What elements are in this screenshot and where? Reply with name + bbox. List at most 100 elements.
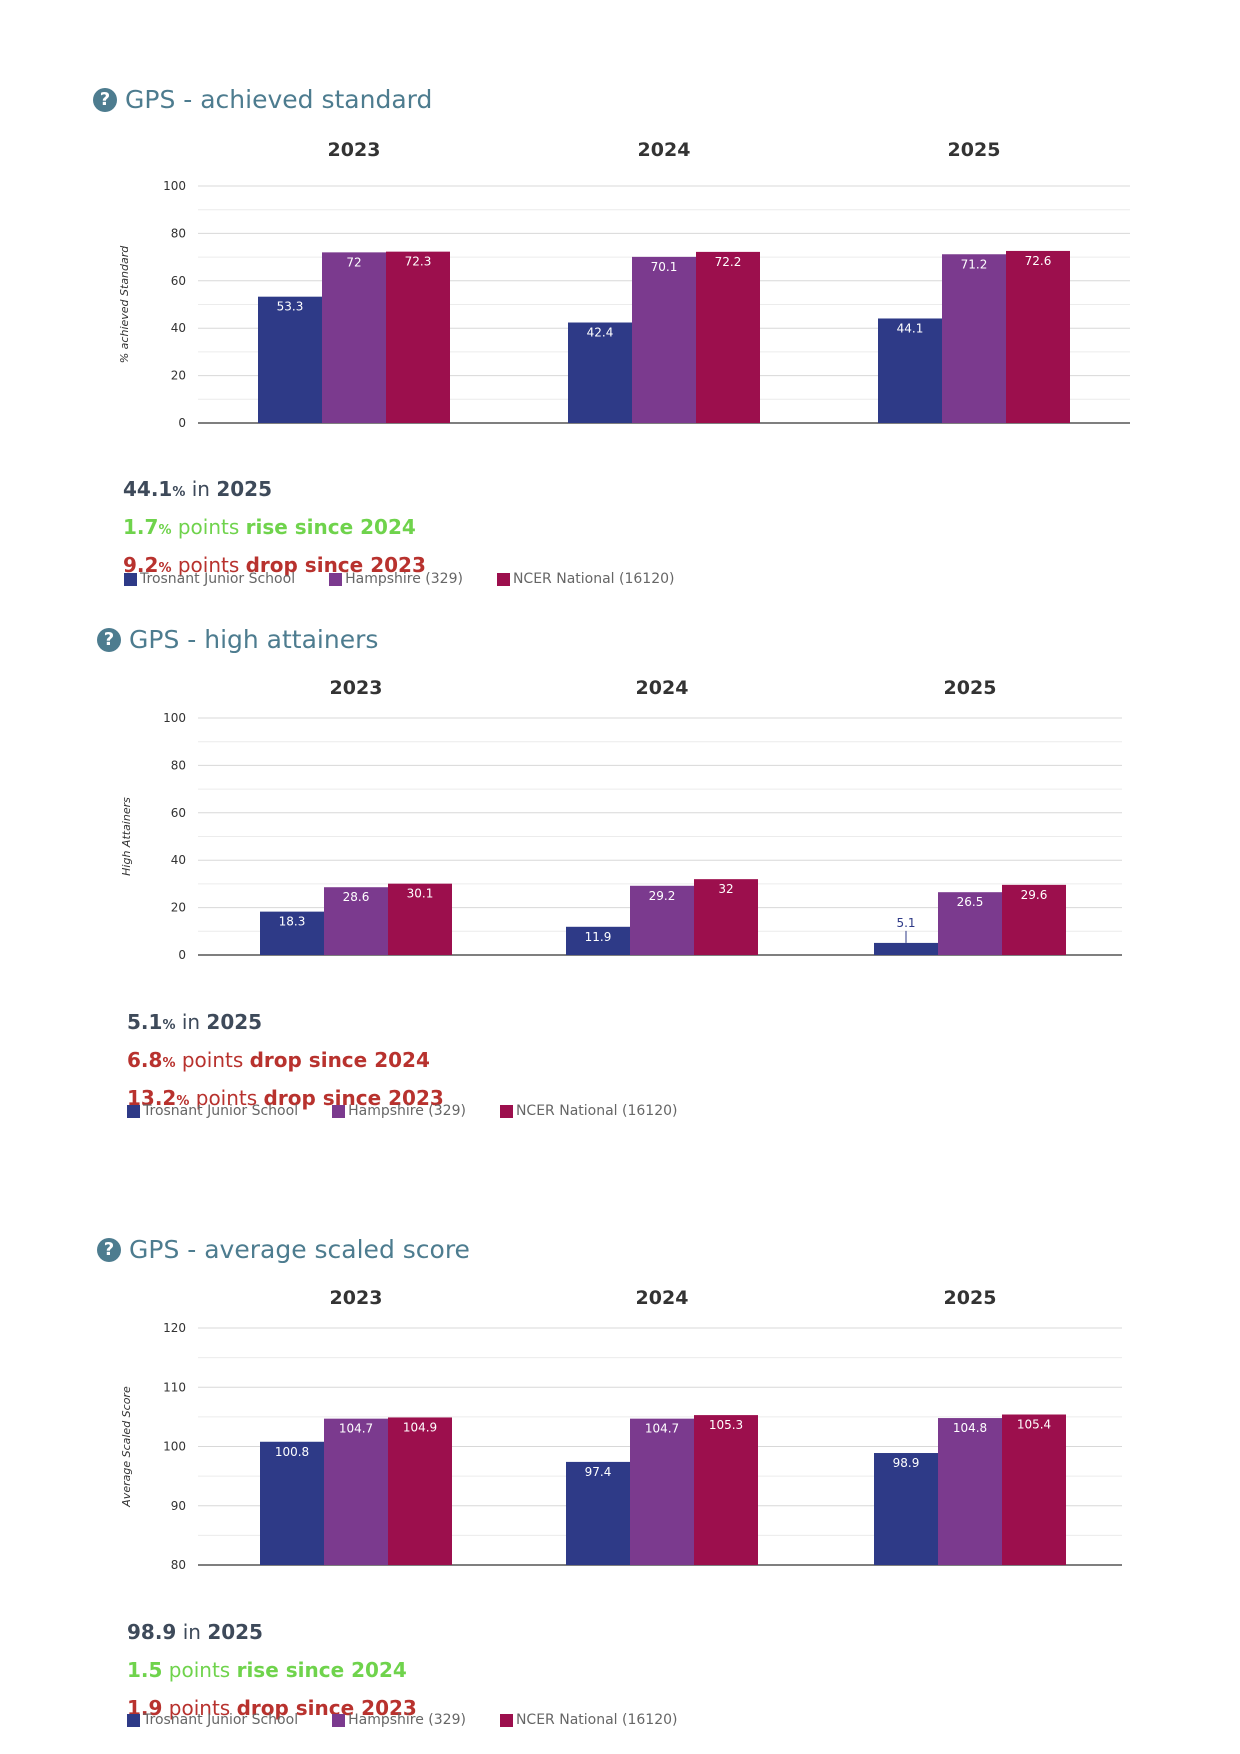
- legend-swatch: [127, 1713, 140, 1727]
- bar: [566, 1461, 630, 1565]
- bar: [258, 296, 322, 423]
- section-achieved-standard: ? GPS - achieved standard 0 20 40 60 80 100 % …: [0, 0, 1240, 600]
- legend-swatch: [496, 572, 510, 586]
- summary-main: 5.1% in 2025: [127, 1005, 444, 1043]
- change-value: 6.8: [127, 1048, 163, 1072]
- legend-label: Hampshire (329): [345, 571, 463, 587]
- summary-main: 44.1% in 2025: [123, 472, 426, 510]
- bar: [874, 942, 938, 955]
- data-label: 105.4: [1017, 1418, 1051, 1432]
- legend-label: Trosnant Junior School: [140, 571, 296, 587]
- change-unit: %: [158, 561, 172, 576]
- change-word: rise since 2024: [245, 515, 416, 539]
- y-tick-label: 0: [178, 948, 186, 962]
- bar-chart-high-attainers: 0 20 40 60 80 100 High Attainers 2023 18.3 28.6 30…: [120, 677, 1122, 962]
- legend-item-hampshire: Hampshire (329): [332, 1712, 466, 1728]
- bar: [696, 251, 760, 423]
- bar: [260, 1441, 324, 1565]
- summary: 5.1% in 2025 6.8% points drop since 2024…: [127, 1005, 444, 1119]
- category-label: 2025: [948, 139, 1001, 161]
- summary-value: 44.1: [123, 477, 173, 501]
- change-value: 1.5: [127, 1658, 163, 1682]
- y-tick-label: 80: [171, 226, 186, 240]
- change-text: points: [162, 1696, 237, 1720]
- bar: [938, 892, 1002, 955]
- section-title-text: GPS - high attainers: [129, 625, 379, 654]
- y-axis-label: % achieved Standard: [118, 245, 131, 364]
- change-word: drop since 2023: [236, 1696, 417, 1720]
- category-label: 2024: [636, 1287, 689, 1309]
- summary-change-2024: 6.8% points drop since 2024: [127, 1043, 444, 1081]
- data-label: 72.6: [1025, 254, 1052, 268]
- help-icon[interactable]: ?: [93, 87, 117, 112]
- change-word: rise since 2024: [236, 1658, 407, 1682]
- category-label: 2024: [638, 139, 691, 161]
- bar: [1002, 1414, 1066, 1565]
- summary-text: in: [185, 477, 217, 501]
- legend-label: Hampshire (329): [348, 1712, 466, 1728]
- change-text: points: [189, 1086, 264, 1110]
- y-tick-label: 0: [178, 416, 186, 430]
- summary-value: 98.9: [127, 1620, 177, 1644]
- data-label: 26.5: [957, 895, 984, 909]
- summary-year: 2025: [216, 477, 273, 501]
- y-tick-label: 100: [163, 179, 186, 193]
- category-label: 2025: [944, 677, 997, 699]
- change-value: 1.7: [123, 515, 159, 539]
- y-tick-label: 120: [163, 1321, 186, 1335]
- legend-swatch: [329, 572, 343, 586]
- bar: [324, 1418, 388, 1565]
- bar: [566, 926, 630, 955]
- bar: [388, 1417, 452, 1565]
- legend-item-national: NCER National (16120): [499, 1103, 678, 1119]
- bar: [878, 318, 942, 423]
- change-unit: %: [162, 1056, 176, 1071]
- help-icon[interactable]: ?: [97, 1237, 121, 1262]
- summary: 98.9 in 2025 1.5 points rise since 2024 …: [127, 1615, 417, 1729]
- change-text: points: [171, 515, 246, 539]
- legend-swatch: [124, 572, 137, 586]
- legend-item-school: Trosnant Junior School: [127, 1712, 298, 1728]
- summary-text: in: [175, 1010, 207, 1034]
- legend: Trosnant Junior School Hampshire (329) N…: [127, 1103, 677, 1119]
- bar: [630, 885, 694, 955]
- section-title: ? GPS - average scaled score: [97, 1235, 470, 1264]
- summary-change-2024: 1.7% points rise since 2024: [123, 510, 426, 548]
- data-label: 32: [718, 882, 733, 896]
- help-icon[interactable]: ?: [97, 627, 121, 652]
- data-label: 104.9: [403, 1420, 437, 1434]
- bar: [874, 1453, 938, 1565]
- data-label: 28.6: [343, 890, 370, 904]
- summary-year: 2025: [207, 1620, 263, 1644]
- legend-label: Trosnant Junior School: [143, 1103, 299, 1119]
- y-tick-label: 40: [171, 853, 186, 867]
- summary-unit: %: [172, 485, 186, 500]
- category-label: 2023: [328, 139, 381, 161]
- change-text: points: [175, 1048, 250, 1072]
- legend-label: NCER National (16120): [515, 1103, 678, 1119]
- data-label: 105.3: [709, 1418, 743, 1432]
- summary-change-2023: 13.2% points drop since 2023: [127, 1081, 444, 1119]
- legend-label: NCER National (16120): [515, 1712, 678, 1728]
- category-label: 2023: [330, 677, 383, 699]
- change-text: points: [162, 1658, 237, 1682]
- summary-main: 98.9 in 2025: [127, 1615, 417, 1653]
- bar: [568, 322, 632, 423]
- bar-chart-achieved-standard: 0 20 40 60 80 100 % achieved Standard 2023 53.3 7…: [118, 139, 1130, 430]
- bar-chart-average-scaled-score: 80 90 100 110 120 Average Scaled Score 2023 100…: [120, 1287, 1122, 1572]
- legend-label: Trosnant Junior School: [143, 1712, 299, 1728]
- y-axis-label: High Attainers: [120, 797, 133, 876]
- y-tick-label: 80: [171, 1558, 186, 1572]
- data-label: 18.3: [279, 915, 306, 929]
- y-tick-label: 80: [171, 758, 186, 772]
- data-label: 30.1: [407, 887, 434, 901]
- summary-unit: %: [162, 1018, 176, 1033]
- bar: [632, 256, 696, 423]
- change-unit: %: [158, 523, 172, 538]
- y-tick-label: 20: [171, 901, 186, 915]
- summary-value: 5.1: [127, 1010, 163, 1034]
- data-label: 71.2: [961, 257, 988, 271]
- data-label: 42.4: [587, 326, 614, 340]
- summary-change-2024: 1.5 points rise since 2024: [127, 1653, 417, 1691]
